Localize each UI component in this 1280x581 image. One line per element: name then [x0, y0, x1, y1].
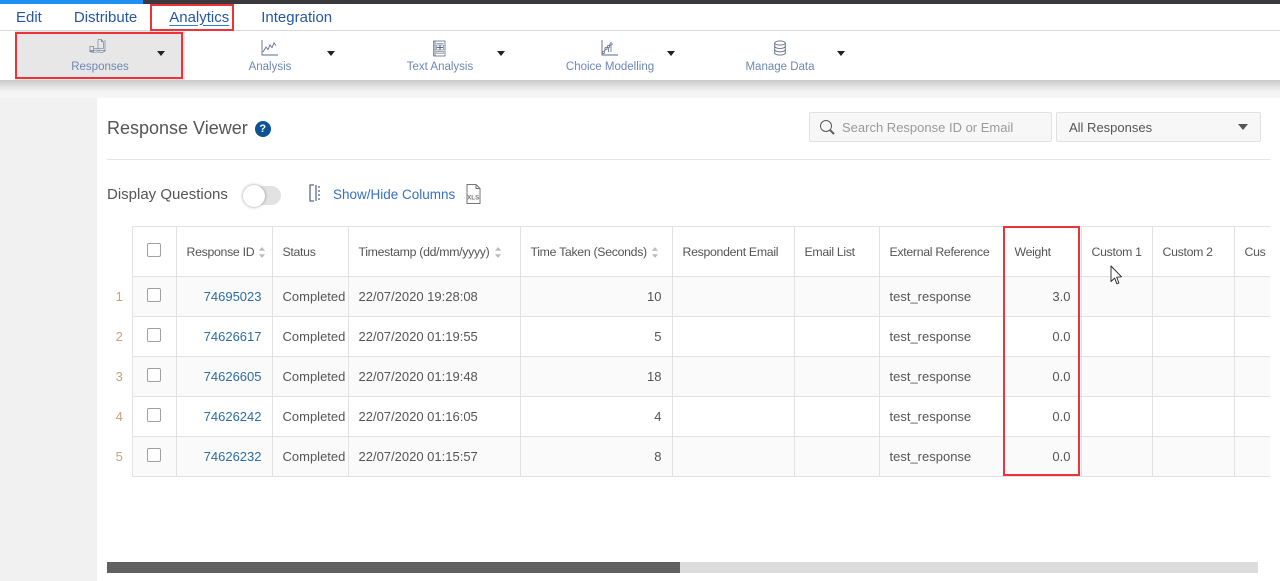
svg-text:XLS: XLS: [467, 195, 479, 202]
